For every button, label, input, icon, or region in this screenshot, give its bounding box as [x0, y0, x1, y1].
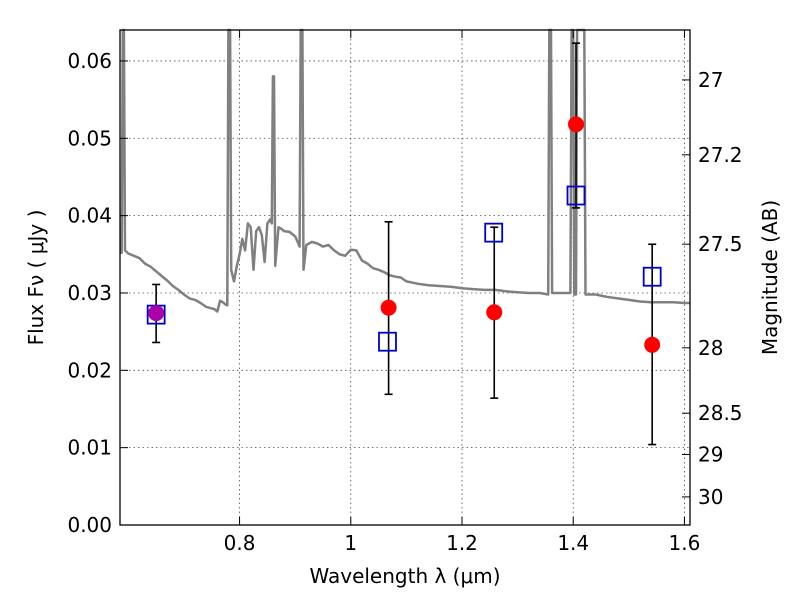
- model-flux-square: [484, 222, 504, 243]
- model-flux-square: [642, 266, 662, 287]
- plot-frame: [119, 29, 691, 526]
- y-tick-label: 0.06: [67, 49, 112, 73]
- observed-flux-point: [644, 336, 661, 353]
- x-tick-label: 1.2: [446, 531, 478, 555]
- mag-tick-label: 28: [698, 336, 723, 360]
- model-flux-square: [378, 331, 397, 352]
- y-tick-label: 0.01: [67, 436, 112, 460]
- y-tick-label: 0.04: [67, 204, 112, 228]
- x-tick-label: 1: [344, 531, 357, 555]
- mag-tick-label: 29: [698, 442, 723, 466]
- mag-tick-label: 30: [698, 485, 723, 509]
- mag-tick-label: 27: [698, 68, 723, 92]
- y-tick-label: 0.03: [67, 281, 112, 305]
- y-tick-label: 0.00: [67, 513, 112, 537]
- y-tick-label: 0.05: [67, 126, 112, 150]
- y-tick-label: 0.02: [67, 358, 112, 382]
- mag-tick-label: 27.5: [698, 232, 743, 256]
- x-tick-label: 1.6: [669, 531, 701, 555]
- data-points: [146, 116, 662, 353]
- mag-tick-label: 27.2: [698, 143, 743, 167]
- grid-lines: [120, 30, 690, 525]
- x-axis-label: Wavelength λ (μm): [309, 564, 500, 588]
- spectrum-line: [120, 28, 690, 313]
- observed-flux-point: [568, 116, 584, 133]
- model-spectrum: [120, 28, 690, 313]
- observed-flux-point: [380, 299, 397, 316]
- y-axis-label: Flux Fν ( μJy ): [24, 210, 48, 346]
- x-tick-label: 1.4: [557, 531, 589, 555]
- axis-ticks: 0.8 1 1.2 1.4 1.6 0.00 0.01 0.02 0.03 0.04 0.05 0.0…: [67, 30, 743, 555]
- y-axis-right-label: Magnitude (AB): [758, 200, 782, 355]
- mag-tick-label: 28.5: [698, 401, 743, 425]
- x-tick-label: 0.8: [224, 531, 256, 555]
- observed-flux-point: [148, 305, 165, 322]
- observed-flux-point: [486, 304, 503, 321]
- model-flux-square: [566, 185, 586, 206]
